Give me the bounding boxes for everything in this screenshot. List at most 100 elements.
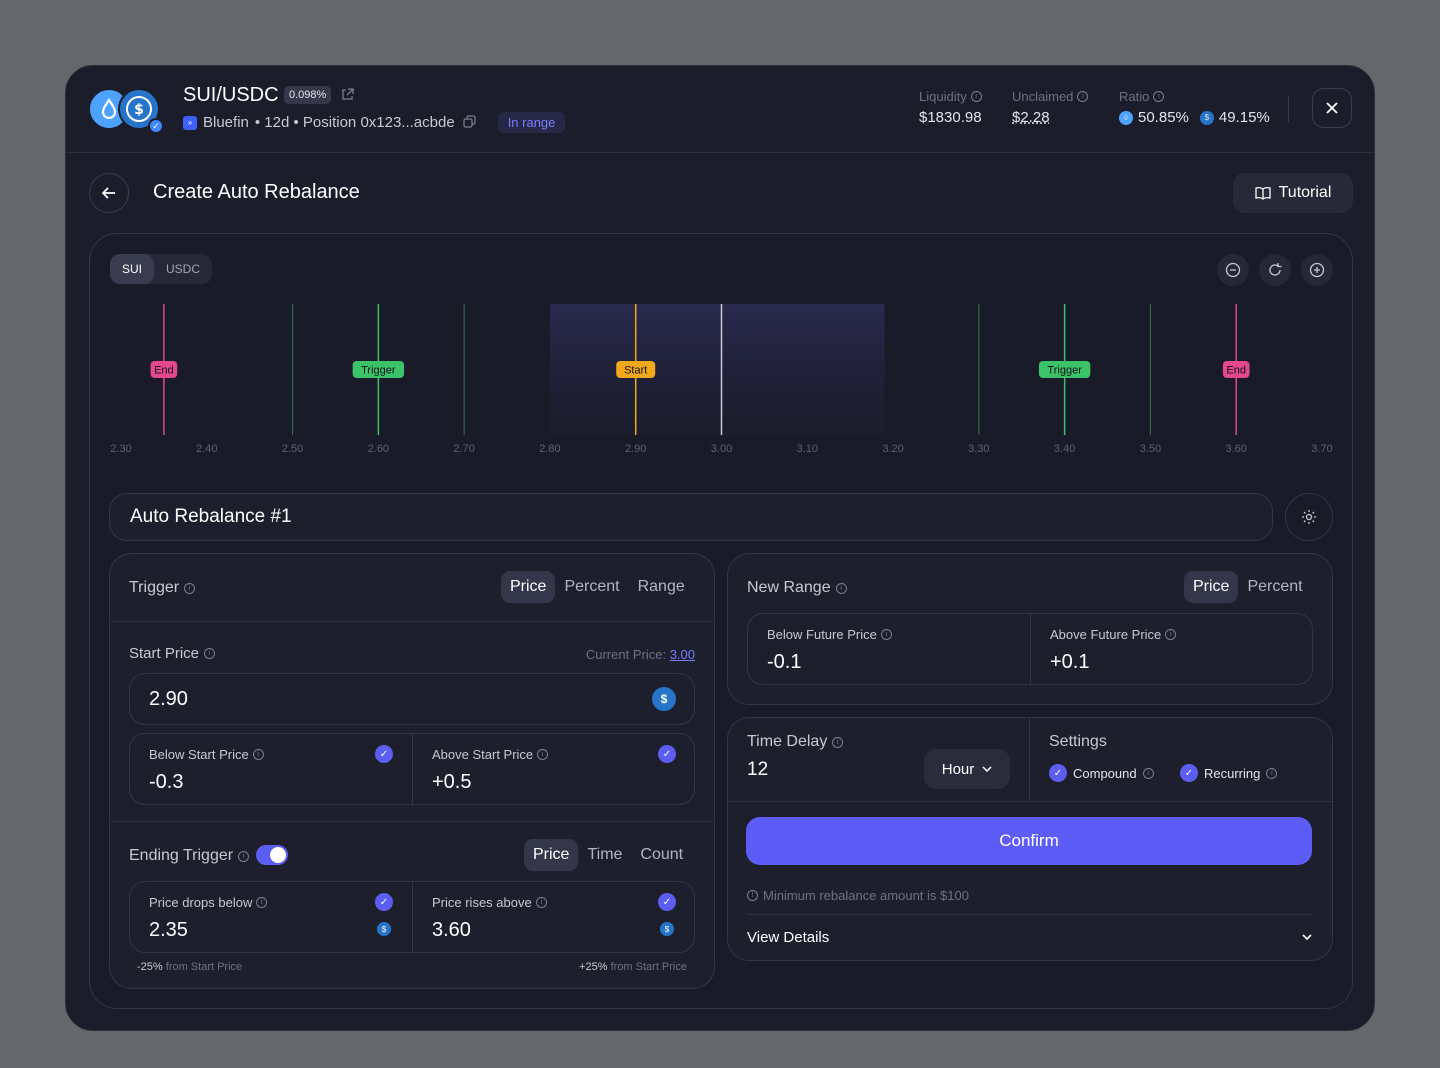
- info-icon[interactable]: i: [970, 91, 982, 102]
- info-icon[interactable]: i: [1077, 91, 1089, 102]
- below-start-value[interactable]: -0.3: [149, 771, 184, 793]
- new-range-values-box: Below Future Price i -0.1 Above Future Pr…: [747, 613, 1313, 685]
- info-icon[interactable]: i: [1153, 91, 1165, 102]
- above-start-label: Above Start Price: [432, 747, 534, 762]
- marker-badge-end: [1222, 361, 1250, 378]
- info-icon[interactable]: i: [238, 850, 250, 862]
- info-icon[interactable]: i: [256, 897, 268, 908]
- tab-price[interactable]: Price: [524, 839, 579, 871]
- settings-button[interactable]: [1285, 493, 1333, 541]
- tab-price[interactable]: Price: [501, 571, 556, 603]
- drops-below-label-row: Price drops below i: [149, 895, 268, 910]
- rebalance-card: SUI USDC End Trigger Start Trigger End 2.30 2.…: [89, 233, 1353, 1009]
- range-status-badge: In range: [497, 112, 566, 133]
- verified-icon: ✓: [148, 118, 164, 134]
- x-tick-label: 2.80: [539, 443, 560, 455]
- confirm-button[interactable]: Confirm: [746, 817, 1312, 865]
- above-start-value[interactable]: +0.5: [432, 771, 472, 793]
- usdc-token-icon: $: [377, 922, 391, 936]
- range-chart[interactable]: End Trigger Start Trigger End 2.30 2.40 2.50 2.6…: [90, 304, 1354, 464]
- recurring-option[interactable]: ✓ Recurring i: [1180, 764, 1278, 782]
- tab-price[interactable]: Price: [1184, 571, 1239, 603]
- tab-count[interactable]: Count: [640, 846, 684, 863]
- divider: [110, 821, 714, 822]
- check-icon[interactable]: ✓: [658, 893, 676, 911]
- time-unit-dropdown[interactable]: Hour: [924, 749, 1010, 789]
- trigger-mode-tabs: Price Percent Range: [501, 571, 694, 603]
- range-chart-svg: End Trigger Start Trigger End 2.30 2.40 2.50 2.6…: [110, 304, 1333, 455]
- zoom-in-button[interactable]: [1301, 254, 1333, 286]
- info-icon[interactable]: i: [1165, 629, 1177, 640]
- above-start-label-row: Above Start Price i: [432, 747, 549, 762]
- marker-label-end: End: [154, 365, 174, 377]
- liquidity-value: $1830.98: [919, 109, 982, 126]
- fee-badge: 0.098%: [284, 86, 332, 104]
- unclaimed-value[interactable]: $2.28: [1012, 109, 1050, 126]
- tutorial-button[interactable]: Tutorial: [1233, 173, 1353, 213]
- x-tick-label: 3.00: [711, 443, 732, 455]
- marker-label-trigger: Trigger: [1047, 365, 1082, 377]
- start-price-input[interactable]: 2.90 $: [129, 673, 695, 725]
- tab-range[interactable]: Range: [637, 578, 685, 595]
- info-icon[interactable]: i: [537, 749, 549, 760]
- external-link-icon[interactable]: [340, 87, 356, 103]
- settings-label: Settings: [1049, 733, 1107, 750]
- drops-below-value[interactable]: 2.35: [149, 919, 188, 941]
- above-future-value[interactable]: +0.1: [1050, 651, 1090, 673]
- ending-trigger-toggle[interactable]: [256, 845, 288, 865]
- info-icon[interactable]: i: [835, 582, 847, 594]
- below-future-value[interactable]: -0.1: [767, 651, 802, 673]
- new-range-label: New Range: [747, 579, 831, 596]
- ratio-usdc-value: 49.15%: [1218, 109, 1270, 126]
- tab-percent[interactable]: Percent: [1247, 578, 1303, 595]
- time-delay-label: Time Delay: [747, 733, 828, 750]
- zoom-out-button[interactable]: [1217, 254, 1249, 286]
- toggle-usdc[interactable]: USDC: [166, 262, 201, 276]
- compound-option[interactable]: ✓ Compound i: [1049, 764, 1154, 782]
- info-icon[interactable]: i: [204, 648, 216, 659]
- tab-percent[interactable]: Percent: [564, 578, 620, 595]
- toggle-sui[interactable]: SUI: [110, 254, 155, 284]
- drops-hint: -25% from Start Price: [137, 961, 242, 973]
- svg-text:$: $: [134, 102, 144, 118]
- time-delay-value[interactable]: 12: [747, 759, 769, 780]
- copy-icon[interactable]: [463, 114, 476, 131]
- x-tick-label: 3.40: [1054, 443, 1075, 455]
- info-icon[interactable]: i: [1142, 767, 1154, 779]
- rebalance-name-input[interactable]: Auto Rebalance #1: [109, 493, 1273, 541]
- current-price-prefix: Current Price:: [585, 647, 667, 662]
- close-icon: [1326, 102, 1338, 114]
- info-icon[interactable]: i: [1266, 767, 1278, 779]
- dex-name: Bluefin: [203, 114, 249, 131]
- current-price-link[interactable]: 3.00: [669, 647, 695, 662]
- info-icon[interactable]: i: [184, 582, 196, 594]
- bluefin-logo-icon: »: [183, 115, 197, 130]
- start-price-label-row: Start Price i: [129, 645, 216, 662]
- tab-time[interactable]: Time: [587, 846, 623, 863]
- position-meta: » Bluefin • 12d • Position 0x123...acbde…: [183, 112, 566, 133]
- reset-zoom-button[interactable]: [1259, 254, 1291, 286]
- time-delay-label-row: Time Delay i: [747, 733, 844, 751]
- rises-above-value[interactable]: 3.60: [432, 919, 471, 941]
- info-icon[interactable]: i: [832, 736, 844, 748]
- close-button[interactable]: [1312, 88, 1352, 128]
- info-icon[interactable]: i: [535, 897, 547, 908]
- auto-rebalance-modal: $ ✓ SUI/USDC 0.098% » Bluefin • 12d • Po…: [65, 65, 1375, 1031]
- marker-badge-start: [616, 361, 656, 378]
- x-tick-label: 2.30: [110, 443, 131, 455]
- below-start-label: Below Start Price: [149, 747, 249, 762]
- rises-above-label: Price rises above: [432, 895, 532, 910]
- book-icon: [1254, 187, 1271, 200]
- info-icon[interactable]: i: [252, 749, 264, 760]
- info-icon[interactable]: i: [880, 629, 892, 640]
- view-details-label: View Details: [747, 928, 830, 946]
- view-details-row[interactable]: View Details: [747, 925, 1313, 949]
- chart-token-toggle: SUI USDC: [110, 254, 213, 284]
- check-icon[interactable]: ✓: [375, 745, 393, 763]
- check-icon[interactable]: ✓: [375, 893, 393, 911]
- back-button[interactable]: [89, 173, 129, 213]
- ending-trigger-label-row: Ending Trigger i: [129, 847, 250, 865]
- check-icon[interactable]: ✓: [658, 745, 676, 763]
- drops-hint-suffix: from Start Price: [165, 961, 243, 973]
- ending-mode-tabs: Price Time Count: [524, 839, 693, 871]
